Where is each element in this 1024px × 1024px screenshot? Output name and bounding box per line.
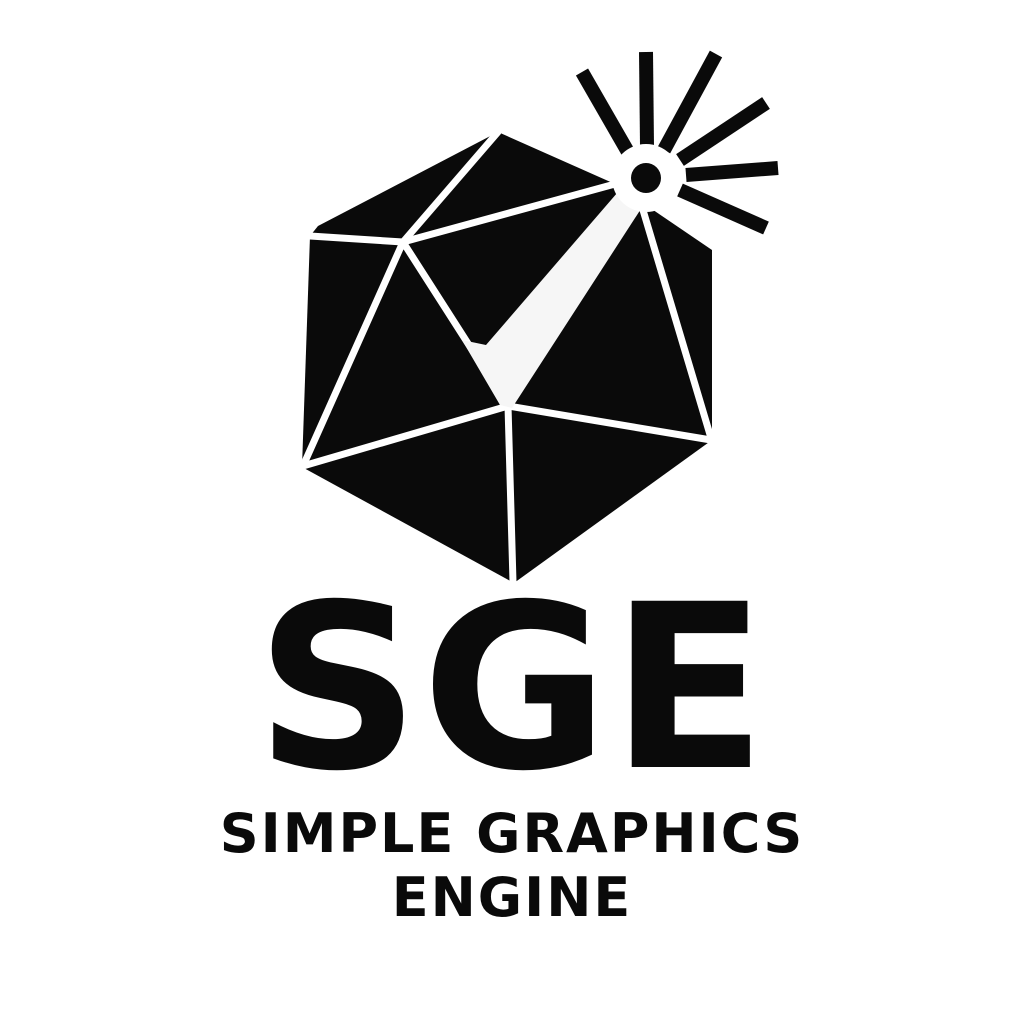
light-beam-check bbox=[462, 178, 648, 408]
logo-name-line1: SIMPLE GRAPHICS bbox=[219, 802, 805, 865]
logo-name-line2: ENGINE bbox=[391, 866, 633, 929]
polyhedron-facet-edges bbox=[299, 128, 715, 586]
icosahedron-icon bbox=[299, 50, 779, 586]
logo-abbreviation: SGE bbox=[255, 555, 769, 821]
light-source-dot bbox=[631, 163, 661, 193]
logo-full-name: SIMPLE GRAPHICS ENGINE bbox=[0, 802, 1024, 930]
light-rays-icon bbox=[575, 50, 779, 235]
